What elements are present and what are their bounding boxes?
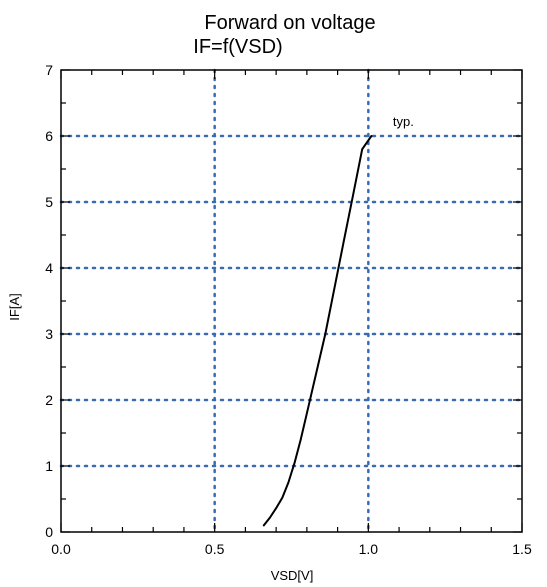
x-tick-label-3: 1.5: [512, 541, 532, 557]
y-tick-label-3: 3: [45, 326, 53, 342]
x-tick-label-0: 0.0: [51, 541, 71, 557]
x-tick-label-1: 0.5: [205, 541, 225, 557]
series-line-0: [262, 135, 373, 527]
annotation-typ: typ.: [393, 114, 414, 129]
y-tick-label-1: 1: [45, 458, 53, 474]
y-tick-label-5: 5: [45, 194, 53, 210]
grid-layer: [59, 68, 524, 534]
chart-title-line-2: IF=f(VSD): [193, 36, 282, 58]
plot-frame: [60, 69, 523, 533]
x-tick-label-2: 1.0: [359, 541, 379, 557]
y-tick-label-2: 2: [45, 392, 53, 408]
label-layer: 0.0 0.5 1.0 1.5 0 1 2 3 4 5 6 7: [45, 62, 532, 557]
tick-layer: [60, 69, 523, 533]
series-layer: [262, 135, 373, 527]
y-tick-label-4: 4: [45, 260, 53, 276]
y-tick-label-7: 7: [45, 62, 53, 78]
y-tick-label-6: 6: [45, 128, 53, 144]
x-axis-label: VSD[V]: [271, 568, 314, 583]
chart-title-line-1: Forward on voltage: [204, 12, 375, 34]
y-tick-label-0: 0: [45, 524, 53, 540]
y-axis-label: IF[A]: [7, 293, 22, 320]
